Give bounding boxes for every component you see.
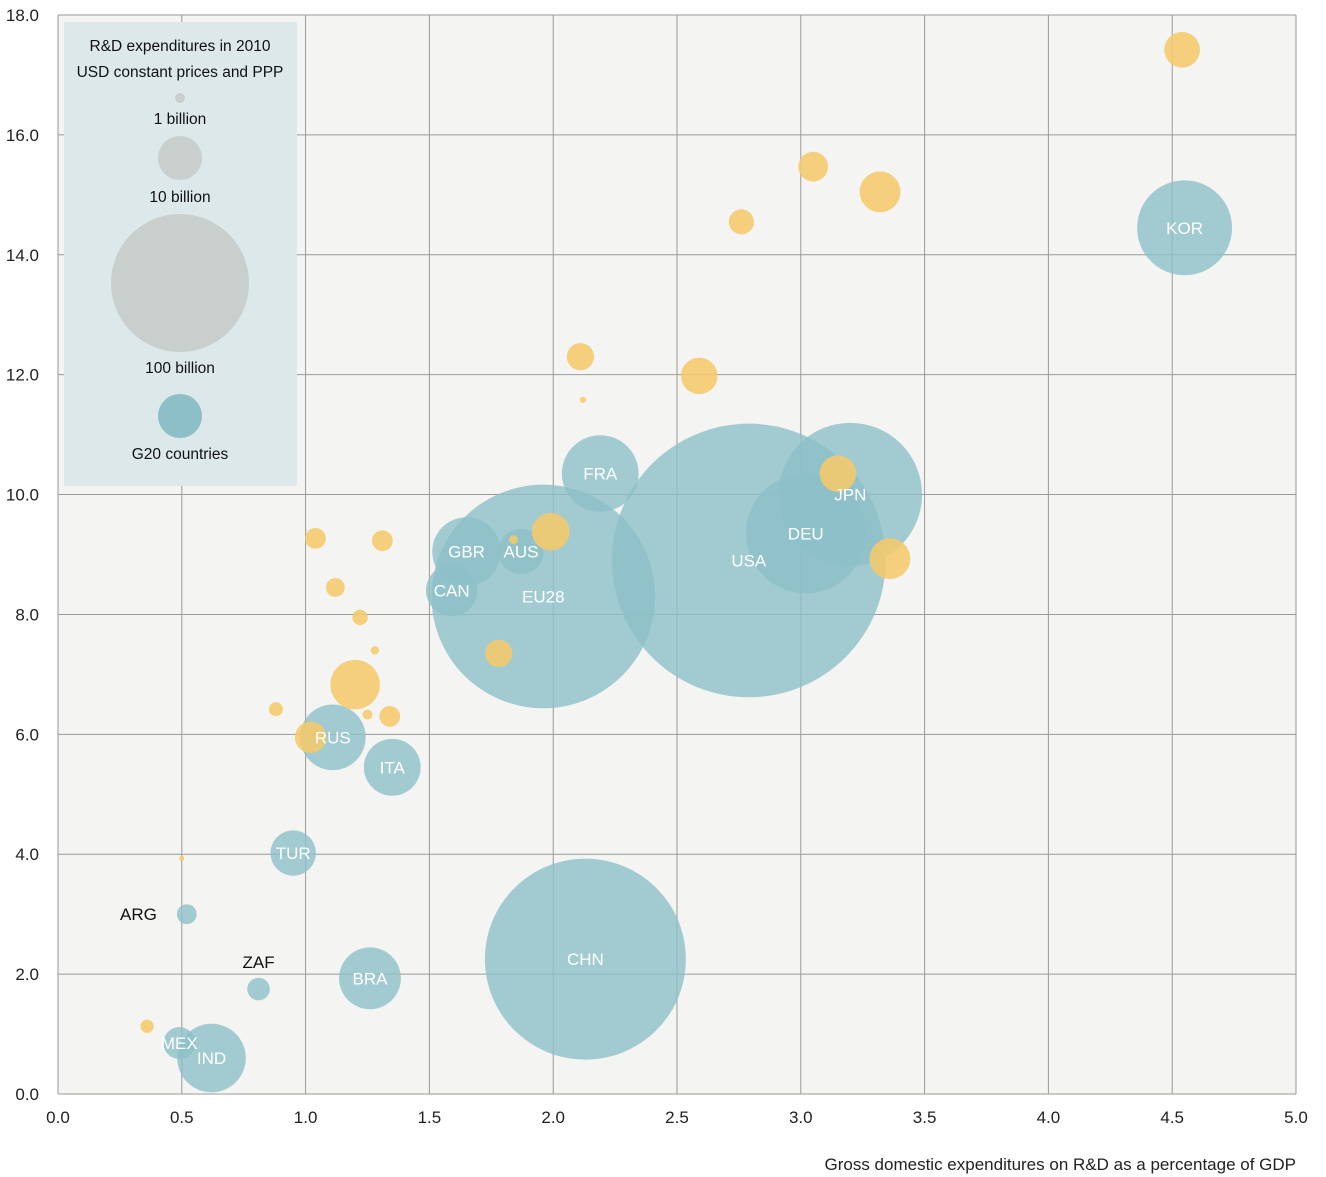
other-country-bubble [509, 535, 519, 544]
x-tick-label: 0.0 [46, 1108, 70, 1127]
y-tick-label: 2.0 [15, 965, 39, 984]
tick-labels: 0.0 0.5 1.0 1.5 2.0 2.5 3.0 3.5 4.0 4.5 5.0 0.0 2.0 4… [6, 6, 1308, 1127]
bubble-labels: USA CHN EU28 JPN DEU KOR FRA GBR RUS BRA IND ITA CAN… [120, 219, 1203, 1068]
other-country-bubble [1164, 31, 1200, 68]
bubble-label-fra: FRA [583, 465, 618, 484]
other-country-bubble [819, 455, 857, 492]
legend-bubble-1-billion [175, 93, 185, 103]
other-country-bubble [325, 578, 345, 597]
other-country-bubble [379, 705, 401, 727]
legend-bubble-100-billion [111, 214, 249, 352]
other-country-bubble [330, 659, 380, 710]
g20-bubble-fra [561, 435, 639, 512]
g20-bubble-mex [163, 1027, 196, 1060]
x-tick-label: 4.5 [1160, 1108, 1184, 1127]
g20-bubble-chn [484, 858, 686, 1060]
bubble-label-arg: ARG [120, 905, 157, 924]
x-tick-label: 3.0 [789, 1108, 813, 1127]
bubble-label-ind: IND [197, 1049, 226, 1068]
legend: R&D expenditures in 2010 USD constant pr… [64, 22, 297, 486]
other-country-bubble [869, 538, 911, 580]
bubble-label-jpn: JPN [834, 486, 866, 505]
other-country-bubble [531, 512, 570, 551]
other-country-bubble [352, 609, 368, 626]
other-country-bubble [859, 171, 901, 213]
y-tick-label: 8.0 [15, 605, 39, 624]
legend-label-100-billion: 100 billion [145, 360, 215, 377]
x-tick-label: 5.0 [1284, 1108, 1308, 1127]
other-country-bubble [798, 151, 829, 182]
other-country-bubble [179, 855, 185, 861]
bubble-label-zaf: ZAF [243, 953, 275, 972]
bubble-label-gbr: GBR [448, 543, 485, 562]
legend-label-g20: G20 countries [132, 446, 229, 463]
bubble-label-rus: RUS [315, 728, 351, 747]
other-country-bubble [268, 702, 283, 717]
y-tick-label: 0.0 [15, 1085, 39, 1104]
other-country-bubble [140, 1019, 154, 1033]
x-tick-label: 1.5 [418, 1108, 442, 1127]
y-tick-label: 6.0 [15, 725, 39, 744]
x-axis-title: Gross domestic expenditures on R&D as a … [824, 1155, 1296, 1174]
other-country-bubble [294, 721, 327, 753]
bubble-label-chn: CHN [567, 950, 604, 969]
other-country-bubble [371, 530, 393, 552]
legend-label-10-billion: 10 billion [149, 189, 210, 206]
g20-bubble-rus [300, 704, 366, 771]
g20-bubble-bra [339, 947, 401, 1010]
x-tick-label: 2.0 [541, 1108, 565, 1127]
other-country-bubble [579, 396, 587, 403]
y-tick-label: 12.0 [6, 366, 39, 385]
bubble-label-usa: USA [731, 551, 767, 570]
g20-bubble-tur [270, 830, 316, 876]
bubble-label-bra: BRA [352, 969, 388, 988]
g20-bubble-ita [363, 738, 421, 796]
g20-bubble-arg [176, 904, 197, 925]
bubble-label-ita: ITA [380, 758, 406, 777]
gridlines [57, 14, 1297, 1095]
other-country-bubble [485, 639, 513, 668]
bubbles [140, 31, 1233, 1093]
g20-bubble-kor [1137, 180, 1233, 276]
bubble-label-eu28: EU28 [522, 587, 565, 606]
other-country-bubble [305, 527, 326, 549]
bubble-label-can: CAN [434, 581, 470, 600]
g20-bubble-deu [745, 473, 866, 594]
y-tick-label: 18.0 [6, 6, 39, 25]
other-country-bubble [362, 709, 373, 720]
legend-bubble-g20 [158, 394, 202, 438]
x-tick-label: 3.5 [913, 1108, 937, 1127]
legend-title-line1: R&D expenditures in 2010 [90, 38, 271, 55]
bubble-label-deu: DEU [788, 525, 824, 544]
y-tick-label: 16.0 [6, 126, 39, 145]
y-tick-label: 14.0 [6, 246, 39, 265]
other-country-bubble [681, 357, 718, 395]
g20-bubble-zaf [247, 977, 270, 1001]
x-tick-label: 2.5 [665, 1108, 689, 1127]
other-country-bubble [370, 646, 380, 655]
bubble-label-kor: KOR [1166, 219, 1203, 238]
other-country-bubble [566, 343, 595, 371]
legend-bubble-10-billion [158, 136, 202, 180]
other-country-bubble [728, 209, 754, 235]
bubble-label-tur: TUR [276, 844, 311, 863]
bubble-label-mex: MEX [161, 1034, 198, 1053]
y-tick-label: 4.0 [15, 845, 39, 864]
y-tick-label: 10.0 [6, 486, 39, 505]
x-tick-label: 1.0 [294, 1108, 318, 1127]
x-tick-label: 0.5 [170, 1108, 194, 1127]
legend-title-line2: USD constant prices and PPP [77, 64, 284, 81]
x-tick-label: 4.0 [1037, 1108, 1061, 1127]
legend-label-1-billion: 1 billion [154, 111, 207, 128]
g20-bubble-can [425, 564, 478, 617]
bubble-label-aus: AUS [504, 543, 539, 562]
